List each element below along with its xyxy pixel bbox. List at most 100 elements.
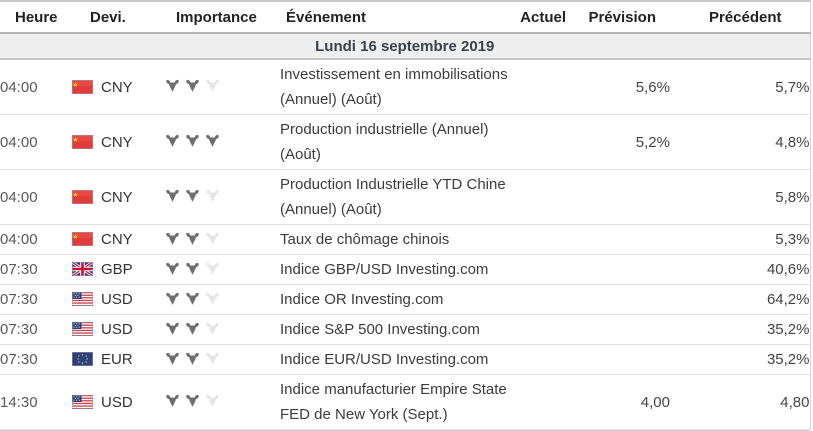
importance-cell	[164, 224, 280, 255]
currency-code: USD	[101, 291, 133, 308]
actual-value	[510, 254, 580, 285]
us-flag-icon	[72, 322, 93, 337]
event-time: 04:00	[0, 224, 72, 255]
currency-flag-icon	[72, 322, 93, 337]
event-row[interactable]: 04:00 CNY Production industrielle (Annue…	[0, 114, 810, 170]
bull-icon	[186, 79, 199, 92]
actual-value	[510, 284, 580, 315]
previous-value: 5,3%	[670, 224, 810, 255]
date-group-header: Lundi 16 septembre 2019	[0, 33, 810, 60]
column-header-importance: Importance	[164, 1, 280, 34]
bull-icon	[186, 322, 199, 335]
bull-icon	[206, 352, 219, 365]
bull-icon	[166, 292, 179, 305]
bull-icon	[186, 292, 199, 305]
bull-icon	[166, 79, 179, 92]
currency-cell: CNY	[72, 114, 164, 170]
bull-icon	[186, 189, 199, 202]
event-row[interactable]: 04:00 CNY Taux de chômage chinois 5,3%	[0, 224, 810, 255]
bull-icon	[166, 322, 179, 335]
forecast-value: 5,6%	[580, 59, 670, 115]
china-flag-icon	[72, 189, 93, 204]
china-flag-icon	[72, 134, 93, 149]
event-row[interactable]: 07:30 USD Indice OR Investing.com	[0, 284, 810, 315]
currency-code: USD	[101, 321, 133, 338]
forecast-value	[580, 284, 670, 315]
currency-code: USD	[101, 393, 133, 411]
event-row[interactable]: 07:30 USD Indice S&P 500 Investing.com	[0, 314, 810, 345]
currency-cell: CNY	[72, 224, 164, 255]
currency-cell: CNY	[72, 59, 164, 115]
actual-value	[510, 224, 580, 255]
event-name[interactable]: Production industrielle (Annuel) (Août)	[280, 114, 510, 170]
bull-icon	[166, 394, 179, 407]
event-name[interactable]: Indice S&P 500 Investing.com	[280, 314, 510, 345]
currency-cell: GBP	[71, 254, 164, 285]
currency-code: CNY	[101, 231, 133, 248]
actual-value	[510, 59, 580, 115]
event-name[interactable]: Indice manufacturier Empire State FED de…	[280, 374, 510, 430]
event-row[interactable]: 07:30 GBP Indice GBP/USD Investing.com 4…	[0, 254, 810, 285]
previous-value: 5,8%	[670, 169, 810, 225]
currency-flag-icon	[72, 134, 93, 149]
bull-icon	[206, 189, 219, 202]
event-row[interactable]: 07:30 EUR Indice EUR/USD Investing.com 3…	[0, 344, 810, 375]
currency-flag-icon	[72, 232, 93, 247]
currency-cell: USD	[72, 284, 164, 315]
importance-cell	[164, 314, 280, 345]
importance-cell	[164, 254, 280, 285]
actual-value	[510, 344, 580, 375]
previous-value: 64,2%	[670, 284, 810, 315]
bull-icon	[166, 189, 179, 202]
importance-cell	[164, 374, 280, 430]
bull-icon	[186, 352, 199, 365]
column-header-previous: Précédent	[670, 1, 810, 34]
previous-value: 40,6%	[670, 254, 810, 285]
event-row[interactable]: 04:00 CNY Investissement en immobilisati…	[0, 59, 810, 115]
event-time: 07:30	[0, 344, 72, 375]
forecast-value: 5,2%	[580, 114, 670, 170]
bull-icon	[206, 134, 219, 147]
table-header: Heure Devi. Importance Événement Actuel …	[0, 1, 810, 34]
forecast-value	[580, 344, 670, 375]
previous-value: 4,8%	[670, 114, 810, 170]
forecast-value	[580, 314, 670, 345]
forecast-value	[580, 254, 670, 285]
column-header-currency: Devi.	[72, 1, 164, 34]
column-header-event: Événement	[280, 1, 510, 34]
currency-code: CNY	[101, 78, 133, 96]
actual-value	[510, 169, 580, 225]
bull-icon	[186, 232, 199, 245]
event-name[interactable]: Indice OR Investing.com	[280, 284, 510, 315]
currency-cell: EUR	[72, 344, 164, 375]
uk-flag-icon	[71, 260, 94, 278]
bull-icon	[166, 232, 179, 245]
column-header-forecast: Prévision	[580, 1, 670, 34]
currency-flag-icon	[71, 260, 94, 278]
eu-flag-icon	[72, 352, 93, 367]
event-name[interactable]: Investissement en immobilisations (Annue…	[280, 59, 510, 115]
china-flag-icon	[72, 232, 93, 247]
importance-cell	[164, 169, 280, 225]
currency-code: CNY	[101, 188, 133, 206]
event-row[interactable]: 04:00 CNY Production Industrielle YTD Ch…	[0, 169, 810, 225]
column-header-actual: Actuel	[510, 1, 580, 34]
forecast-value: 4,00	[580, 374, 670, 430]
bull-icon	[166, 134, 179, 147]
actual-value	[510, 374, 580, 430]
china-flag-icon	[72, 79, 93, 94]
bull-icon	[166, 262, 179, 275]
bull-icon	[206, 322, 219, 335]
date-group-label: Lundi 16 septembre 2019	[0, 33, 810, 60]
event-row[interactable]: 14:30 USD Indice manufacturier Empire St…	[0, 374, 810, 430]
importance-cell	[164, 284, 280, 315]
currency-cell: CNY	[72, 169, 164, 225]
event-name[interactable]: Taux de chômage chinois	[280, 224, 510, 255]
bull-icon	[206, 292, 219, 305]
currency-cell: USD	[72, 314, 164, 345]
event-name[interactable]: Indice EUR/USD Investing.com	[280, 344, 510, 375]
event-name[interactable]: Production Industrielle YTD Chine (Annue…	[280, 169, 510, 225]
previous-value: 35,2%	[670, 314, 810, 345]
event-name[interactable]: Indice GBP/USD Investing.com	[280, 254, 510, 285]
column-header-time: Heure	[0, 1, 72, 34]
